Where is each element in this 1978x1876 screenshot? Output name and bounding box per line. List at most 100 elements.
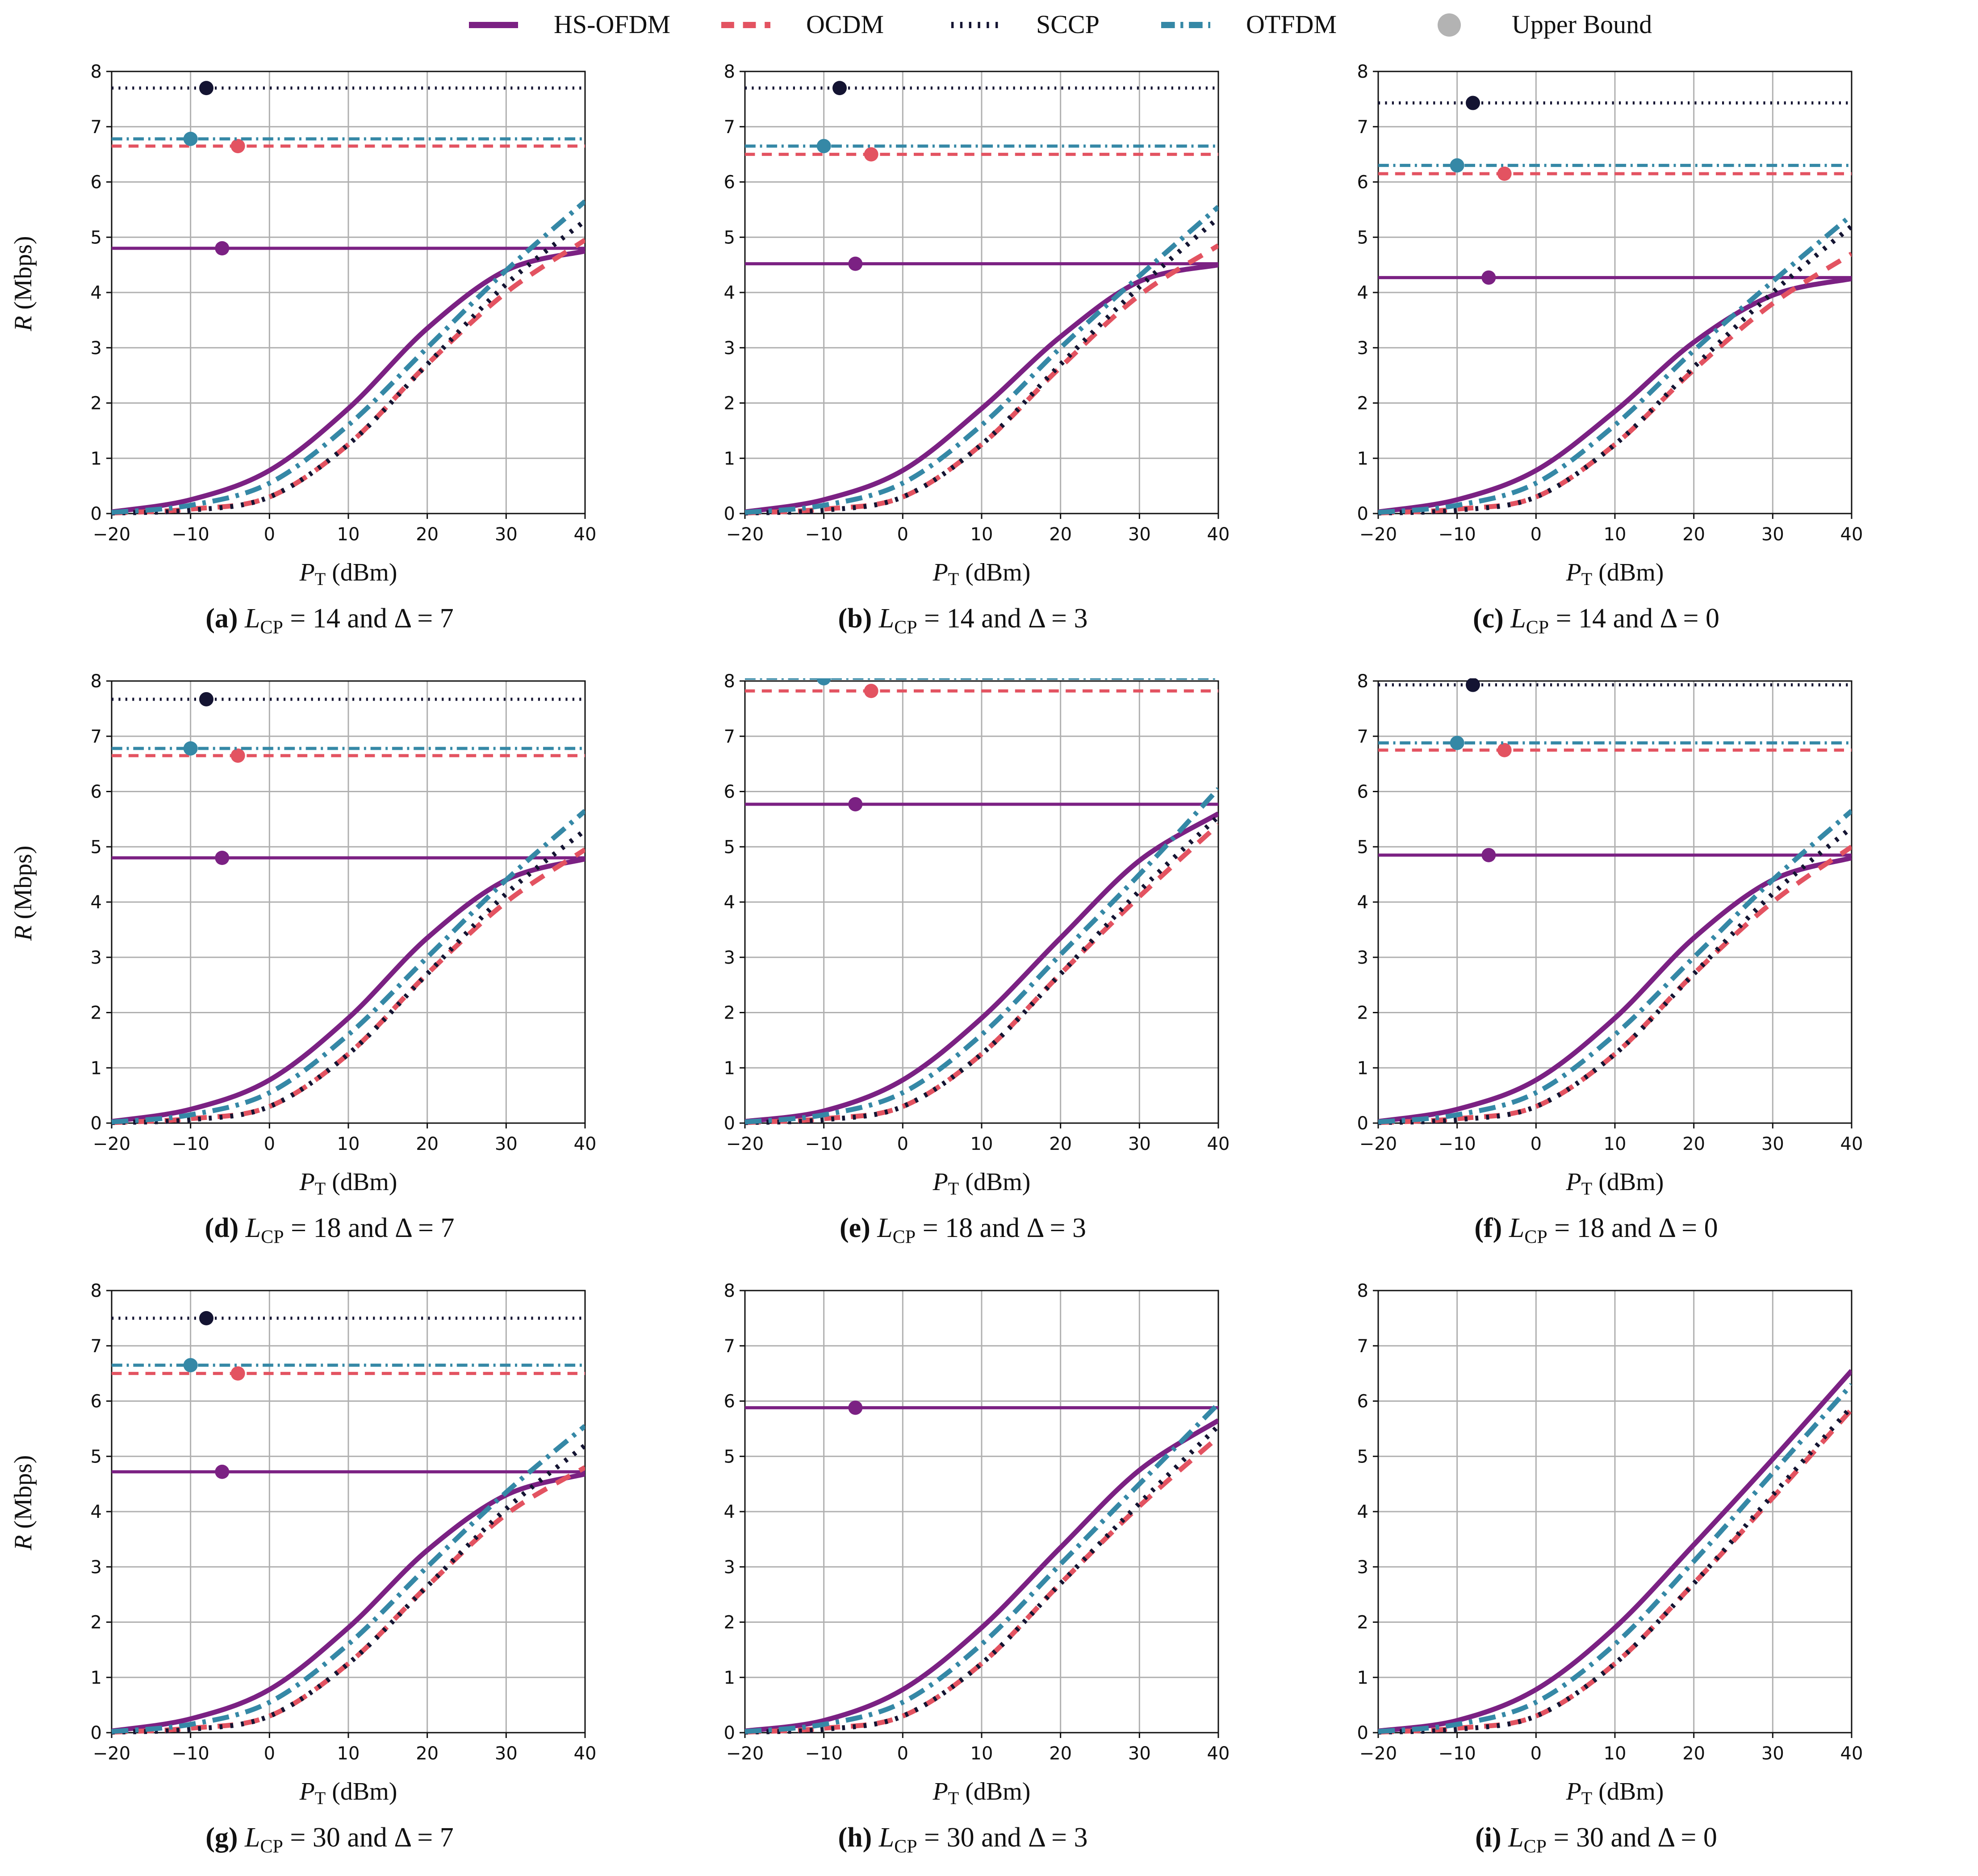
- y-tick-label: 4: [1357, 1502, 1368, 1522]
- legend-item-otfdm: OTFDM: [1161, 10, 1337, 39]
- y-tick-label: 7: [1357, 117, 1368, 138]
- chart-h: −20 −10 0 10 20 30 40 0 1 2 3 4 5 6 7 8 PT (dBm): [724, 1281, 1230, 1808]
- bound-marker-sccp: [1466, 678, 1480, 692]
- y-tick-label: 2: [1357, 1003, 1368, 1024]
- y-tick-label: 5: [91, 1446, 102, 1467]
- ticks: −20 −10 0 10 20 30 40 0 1 2 3 4 5 6 7 8: [724, 62, 1230, 545]
- y-tick-label: 4: [91, 283, 102, 303]
- x-tick-label: −20: [726, 1743, 764, 1764]
- y-tick-label: 4: [724, 1502, 735, 1522]
- y-tick-label: 6: [724, 172, 735, 193]
- plot-frame: [111, 680, 586, 1124]
- x-tick-label: 40: [574, 1743, 597, 1764]
- y-tick-label: 4: [91, 1502, 102, 1522]
- y-tick-label: 6: [91, 1391, 102, 1412]
- x-tick-label: 20: [416, 1743, 439, 1764]
- y-tick-label: 7: [1357, 727, 1368, 747]
- y-tick-label: 7: [91, 727, 102, 747]
- panel-e: −20 −10 0 10 20 30 40 0 1 2 3 4 5 6 7 8 PT (dBm) (e) LCP …: [633, 659, 1292, 1266]
- bound-marker-sccp: [199, 81, 213, 96]
- series-group: [745, 81, 1218, 516]
- y-tick-label: 5: [724, 1446, 735, 1467]
- series-line-sccp: [1378, 1405, 1852, 1735]
- y-tick-label: 3: [1357, 1557, 1368, 1578]
- x-tick-label: −20: [1359, 524, 1397, 545]
- y-tick-label: 1: [724, 448, 735, 469]
- x-tick-label: 20: [1049, 1743, 1072, 1764]
- x-tick-label: −20: [93, 1134, 130, 1154]
- x-axis-label: PT (dBm): [299, 559, 397, 589]
- legend-marker: [1438, 13, 1461, 37]
- plot-frame: [744, 1290, 1219, 1734]
- x-tick-label: 0: [1531, 1134, 1542, 1154]
- y-tick-label: 6: [1357, 1391, 1368, 1412]
- x-axis-label: PT (dBm): [1566, 559, 1664, 589]
- series-line-otfdm: [112, 809, 585, 1125]
- chart-i: −20 −10 0 10 20 30 40 0 1 2 3 4 5 6 7 8 PT (dBm): [1357, 1281, 1863, 1808]
- chart-a: −20 −10 0 10 20 30 40 0 1 2 3 4 5 6 7 8 PT (dBm) R (Mbps): [9, 62, 596, 589]
- y-tick-label: 7: [1357, 1336, 1368, 1357]
- y-tick-label: 0: [724, 504, 735, 524]
- x-tick-label: 30: [1761, 1743, 1784, 1764]
- legend-item-upper-bound: Upper Bound: [1438, 10, 1652, 39]
- plot-frame: [1377, 1290, 1853, 1734]
- y-tick-label: 2: [91, 1613, 102, 1633]
- x-tick-label: −20: [1359, 1743, 1397, 1764]
- ticks: −20 −10 0 10 20 30 40 0 1 2 3 4 5 6 7 8: [724, 1281, 1230, 1764]
- x-tick-label: 10: [337, 1743, 360, 1764]
- y-tick-label: 6: [1357, 782, 1368, 802]
- bound-marker-hs-ofdm: [1481, 270, 1496, 285]
- x-tick-label: 10: [970, 1134, 993, 1154]
- bound-marker-ocdm: [864, 147, 878, 162]
- y-tick-label: 3: [1357, 948, 1368, 968]
- y-tick-label: 3: [91, 948, 102, 968]
- legend-item-ocdm: OCDM: [721, 10, 884, 39]
- x-tick-label: −10: [171, 1134, 209, 1154]
- bound-marker-hs-ofdm: [215, 1464, 230, 1479]
- x-tick-label: 0: [897, 524, 908, 545]
- y-tick-label: 8: [724, 62, 735, 82]
- bound-marker-otfdm: [183, 741, 198, 756]
- y-tick-label: 3: [1357, 338, 1368, 359]
- x-tick-label: 30: [1128, 1743, 1151, 1764]
- ticks: −20 −10 0 10 20 30 40 0 1 2 3 4 5 6 7 8: [1357, 62, 1863, 545]
- y-tick-label: 7: [724, 727, 735, 747]
- series-group: [745, 1400, 1218, 1735]
- x-tick-label: 40: [1207, 524, 1230, 545]
- series-line-otfdm: [112, 199, 585, 515]
- y-tick-label: 5: [91, 837, 102, 857]
- y-tick-label: 0: [91, 504, 102, 524]
- y-tick-label: 2: [1357, 1613, 1368, 1633]
- x-tick-label: 30: [1128, 524, 1151, 545]
- y-tick-label: 3: [724, 338, 735, 359]
- x-axis-label: PT (dBm): [933, 1168, 1031, 1199]
- y-tick-label: 3: [91, 1557, 102, 1578]
- bound-marker-ocdm: [230, 1366, 245, 1381]
- x-tick-label: 0: [897, 1134, 908, 1154]
- x-axis-label: PT (dBm): [933, 1778, 1031, 1808]
- bound-marker-otfdm: [183, 131, 198, 146]
- x-tick-label: 30: [1128, 1134, 1151, 1154]
- x-tick-label: −10: [805, 524, 842, 545]
- y-tick-label: 8: [91, 671, 102, 692]
- y-tick-label: 1: [1357, 1667, 1368, 1688]
- x-tick-label: 30: [495, 1134, 518, 1154]
- x-tick-label: 0: [1531, 1743, 1542, 1764]
- y-tick-label: 4: [1357, 892, 1368, 913]
- bound-marker-ocdm: [230, 139, 245, 154]
- series-group: [1378, 1369, 1852, 1735]
- grid-lines: [1377, 71, 1853, 514]
- y-tick-label: 6: [724, 1391, 735, 1412]
- x-tick-label: 40: [1207, 1134, 1230, 1154]
- series-group: [112, 692, 585, 1125]
- legend-item-hs-ofdm: HS-OFDM: [469, 10, 670, 39]
- series-line-otfdm: [745, 1402, 1218, 1734]
- y-tick-label: 1: [1357, 1058, 1368, 1078]
- x-tick-label: −10: [1438, 1134, 1476, 1154]
- panel-a: −20 −10 0 10 20 30 40 0 1 2 3 4 5 6 7 8 PT (dBm) R (Mbps)…: [0, 49, 659, 656]
- x-tick-label: 0: [897, 1743, 908, 1764]
- ticks: −20 −10 0 10 20 30 40 0 1 2 3 4 5 6 7 8: [91, 1281, 597, 1764]
- chart-g: −20 −10 0 10 20 30 40 0 1 2 3 4 5 6 7 8 PT (dBm) R (Mbps): [9, 1281, 597, 1808]
- ticks: −20 −10 0 10 20 30 40 0 1 2 3 4 5 6 7 8: [724, 671, 1230, 1154]
- x-tick-label: −20: [726, 524, 764, 545]
